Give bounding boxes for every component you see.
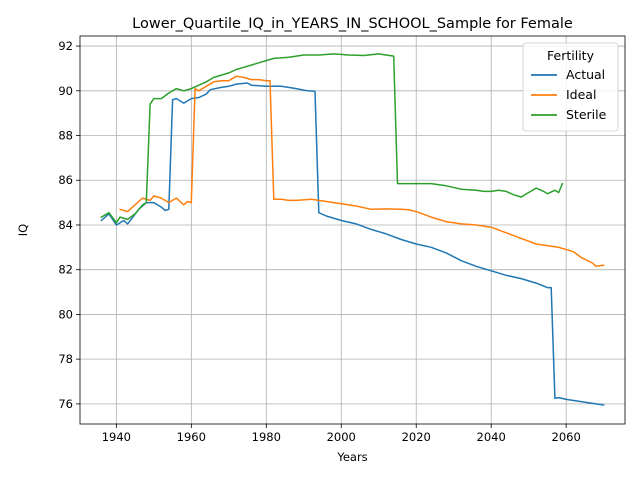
y-tick-label: 82	[58, 263, 73, 277]
x-axis-ticks: 1940 1960 1980 2000 2020 2040 2060	[102, 424, 581, 444]
y-tick-label: 88	[58, 129, 73, 143]
y-axis-label: IQ	[16, 224, 30, 236]
y-tick-label: 76	[58, 397, 73, 411]
x-tick-label: 2060	[552, 430, 581, 444]
x-axis-label: Years	[336, 450, 367, 464]
y-tick-label: 80	[58, 307, 73, 321]
x-tick-label: 2020	[402, 430, 431, 444]
y-tick-label: 86	[58, 173, 73, 187]
chart-title: Lower_Quartile_IQ_in_YEARS_IN_SCHOOL_Sam…	[132, 16, 573, 32]
legend-item-ideal: Ideal	[531, 87, 596, 102]
legend-label: Actual	[566, 67, 605, 82]
legend-title: Fertility	[547, 48, 595, 63]
legend-item-sterile: Sterile	[531, 107, 607, 122]
legend-label: Ideal	[566, 87, 596, 102]
y-tick-label: 90	[58, 84, 73, 98]
series-line-actual	[100, 82, 605, 406]
x-tick-label: 1960	[177, 430, 206, 444]
legend-box	[522, 42, 619, 132]
plot-frame	[79, 35, 626, 425]
y-tick-label: 84	[58, 218, 73, 232]
x-tick-label: 1980	[252, 430, 281, 444]
y-tick-label: 92	[58, 39, 73, 53]
legend-item-actual: Actual	[531, 67, 605, 82]
legend: Fertility Actual Ideal Sterile	[522, 42, 619, 132]
y-tick-label: 78	[58, 352, 73, 366]
y-axis-ticks: 76 78 80 82 84 86 88 90 92	[58, 39, 80, 411]
legend-items: Actual Ideal Sterile	[531, 67, 607, 122]
series-line-sterile	[100, 53, 564, 224]
series-line-ideal	[119, 75, 605, 268]
legend-label: Sterile	[566, 107, 607, 122]
x-tick-label: 2040	[477, 430, 506, 444]
x-tick-label: 2000	[327, 430, 356, 444]
x-tick-label: 1940	[102, 430, 131, 444]
series-lines	[100, 53, 605, 406]
grid	[80, 36, 625, 424]
